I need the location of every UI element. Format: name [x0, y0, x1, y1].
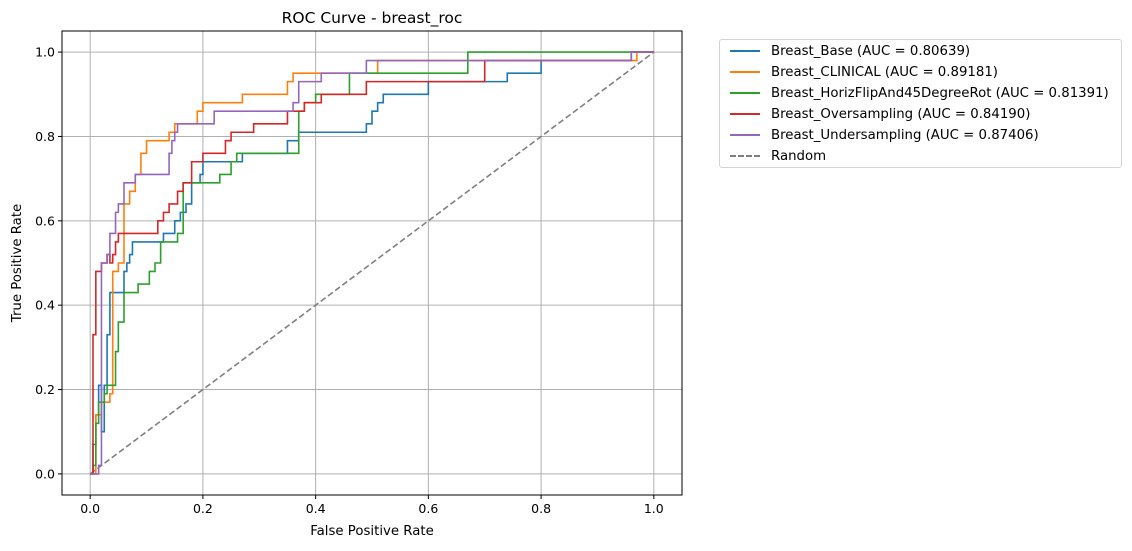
axis-ticks: 0.0 0.2 0.4 0.6 0.8 1.0 0.0 0.2 0.4 0.6 0.8 1.0	[35, 45, 664, 516]
legend-label-clinical: Breast_CLINICAL (AUC = 0.89181)	[771, 64, 998, 80]
legend-item-oversampling: Breast_Oversampling (AUC = 0.84190)	[730, 104, 1030, 124]
legend-label-undersampling: Breast_Undersampling (AUC = 0.87406)	[771, 127, 1039, 143]
y-tick-label: 0.6	[35, 213, 55, 228]
y-tick-label: 0.0	[35, 466, 55, 481]
y-tick-label: 1.0	[35, 45, 55, 60]
x-tick-label: 0.6	[418, 501, 438, 516]
series-line-random	[89, 51, 655, 475]
legend-swatch-random	[730, 155, 760, 157]
legend-label-oversampling: Breast_Oversampling (AUC = 0.84190)	[771, 106, 1031, 122]
y-tick-label: 0.8	[35, 129, 55, 144]
x-tick-label: 0.0	[80, 501, 100, 516]
legend-swatch-horizflip	[730, 92, 760, 94]
legend-item-undersampling: Breast_Undersampling (AUC = 0.87406)	[730, 125, 1039, 145]
plot-frame	[61, 30, 683, 496]
legend-label-horizflip: Breast_HorizFlipAnd45DegreeRot (AUC = 0.…	[771, 85, 1109, 101]
series-line-clinical	[90, 51, 654, 475]
chart-title: ROC Curve - breast_roc	[282, 9, 463, 28]
x-tick-label: 0.4	[306, 501, 326, 516]
series-line-base	[90, 51, 654, 475]
y-axis-label: True Positive Rate	[10, 204, 25, 323]
legend-item-clinical: Breast_CLINICAL (AUC = 0.89181)	[730, 62, 998, 82]
x-axis-label: False Positive Rate	[310, 524, 434, 539]
legend-item-random: Random	[730, 146, 826, 166]
y-tick-label: 0.4	[35, 298, 55, 313]
legend-item-horizflip: Breast_HorizFlipAnd45DegreeRot (AUC = 0.…	[730, 83, 1109, 103]
legend-swatch-oversampling	[730, 113, 760, 115]
legend-item-base: Breast_Base (AUC = 0.80639)	[730, 41, 970, 61]
legend-label-random: Random	[771, 148, 827, 164]
x-tick-label: 1.0	[644, 501, 664, 516]
x-tick-label: 0.2	[193, 501, 213, 516]
legend-swatch-clinical	[730, 71, 760, 73]
legend: Breast_Base (AUC = 0.80639) Breast_CLINI…	[719, 39, 1122, 168]
series-line-undersampling	[90, 51, 654, 475]
legend-label-base: Breast_Base (AUC = 0.80639)	[771, 43, 971, 59]
series-lines	[89, 51, 655, 475]
legend-swatch-undersampling	[730, 134, 760, 136]
legend-swatch-base	[730, 50, 760, 52]
x-tick-label: 0.8	[531, 501, 551, 516]
y-tick-label: 0.2	[35, 382, 55, 397]
